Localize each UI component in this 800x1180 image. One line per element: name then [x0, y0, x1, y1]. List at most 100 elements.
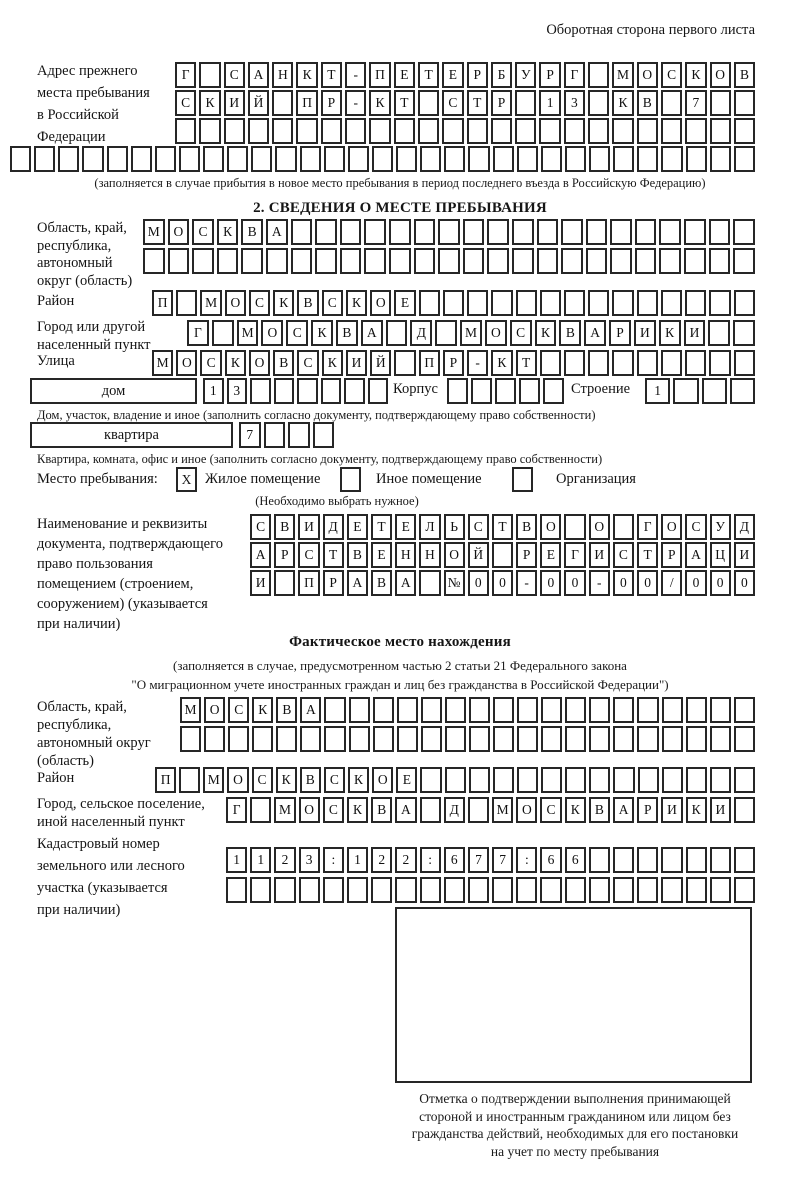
char-box [612, 350, 634, 376]
char-box [192, 248, 214, 274]
char-box [413, 219, 436, 245]
char-box [247, 118, 270, 144]
char-box [515, 90, 537, 116]
char-box [178, 146, 200, 172]
char-box [180, 726, 202, 752]
char-box: А [685, 542, 707, 568]
label-line: в Российской [37, 107, 119, 123]
char-box [589, 697, 611, 723]
char-box: 0 [612, 570, 634, 596]
char-box [709, 847, 731, 873]
char-box [636, 290, 658, 316]
label-line: иной населенный пункт [37, 814, 185, 830]
char-box: С [298, 542, 320, 568]
char-box: Е [370, 542, 393, 568]
char-box [418, 290, 440, 316]
label-line: республика, [37, 237, 112, 254]
char-box: И [250, 570, 272, 596]
char-box: М [274, 797, 296, 823]
char-box: Г [175, 62, 197, 88]
char-box: Г [563, 62, 586, 88]
char-box: М [492, 797, 514, 823]
char-box [733, 118, 756, 144]
char-box [371, 146, 393, 172]
char-box: К [369, 90, 391, 116]
char-box: В [299, 767, 321, 793]
char-box: 0 [733, 570, 755, 596]
char-box [585, 219, 608, 245]
char-box [443, 877, 465, 903]
stroenie-label: Строение [571, 381, 631, 397]
label-line: Федерации [37, 129, 106, 145]
char-box: Е [394, 290, 416, 316]
char-box: Т [393, 90, 415, 116]
char-box [565, 726, 587, 752]
char-box: О [661, 514, 683, 540]
char-box: М [200, 290, 222, 316]
char-box [339, 248, 362, 274]
char-box: 0 [637, 570, 659, 596]
char-box [536, 248, 559, 274]
char-box [216, 248, 239, 274]
char-box: О [167, 219, 190, 245]
char-box [517, 726, 539, 752]
char-box [659, 248, 682, 274]
char-box [684, 219, 706, 245]
char-box: С [223, 62, 245, 88]
char-box [536, 219, 559, 245]
char-box: К [275, 767, 297, 793]
char-box: Н [419, 542, 441, 568]
char-box [539, 118, 561, 144]
char-box: Н [395, 542, 417, 568]
char-box [492, 146, 514, 172]
char-box: Т [491, 514, 514, 540]
char-box [563, 118, 586, 144]
char-box: 6 [443, 847, 465, 873]
char-box: С [192, 219, 214, 245]
char-box: М [143, 219, 165, 245]
char-box [348, 726, 370, 752]
char-box: 2 [395, 847, 417, 873]
char-box: 0 [467, 570, 489, 596]
char-box [487, 248, 509, 274]
char-box [636, 350, 658, 376]
char-box: Е [393, 62, 415, 88]
char-box: Е [346, 514, 368, 540]
char-box [290, 248, 313, 274]
char-box: Г [187, 320, 209, 346]
char-box: И [223, 90, 245, 116]
char-box: 1 [203, 378, 224, 404]
char-box: : [419, 847, 441, 873]
char-box [588, 90, 610, 116]
char-box: А [300, 697, 322, 723]
ownership-doc-label: Наименование и реквизиты документа, подтв… [37, 514, 252, 634]
char-box [563, 290, 586, 316]
char-box [492, 877, 514, 903]
prev-address-label: Адрес прежнего места пребывания в Российск… [37, 60, 172, 148]
label-line: автономный [37, 255, 113, 271]
char-box: 0 [540, 570, 562, 596]
char-box: 7 [492, 847, 514, 873]
char-box [467, 877, 490, 903]
char-box [442, 290, 465, 316]
char-box [296, 118, 318, 144]
char-box: Р [609, 320, 631, 346]
char-box: А [265, 219, 288, 245]
char-box [447, 378, 468, 404]
char-box [539, 290, 561, 316]
char-box: В [516, 514, 538, 540]
char-box: С [250, 514, 272, 540]
char-box [709, 726, 731, 752]
actual-city-label: Город, сельское поселение, иной населенны… [37, 795, 227, 831]
char-box [637, 726, 659, 752]
label-line: Наименование и реквизиты [37, 516, 208, 532]
char-box [490, 118, 513, 144]
actual-location-note-2: "О миграционном учете иностранных гражда… [131, 677, 669, 692]
prev-address-note: (заполняется в случае прибытия в новое м… [94, 176, 706, 190]
char-box [733, 146, 755, 172]
char-box: К [296, 62, 318, 88]
char-box: : [322, 847, 344, 873]
char-box [468, 726, 491, 752]
char-box: С [322, 797, 344, 823]
char-box [541, 726, 563, 752]
